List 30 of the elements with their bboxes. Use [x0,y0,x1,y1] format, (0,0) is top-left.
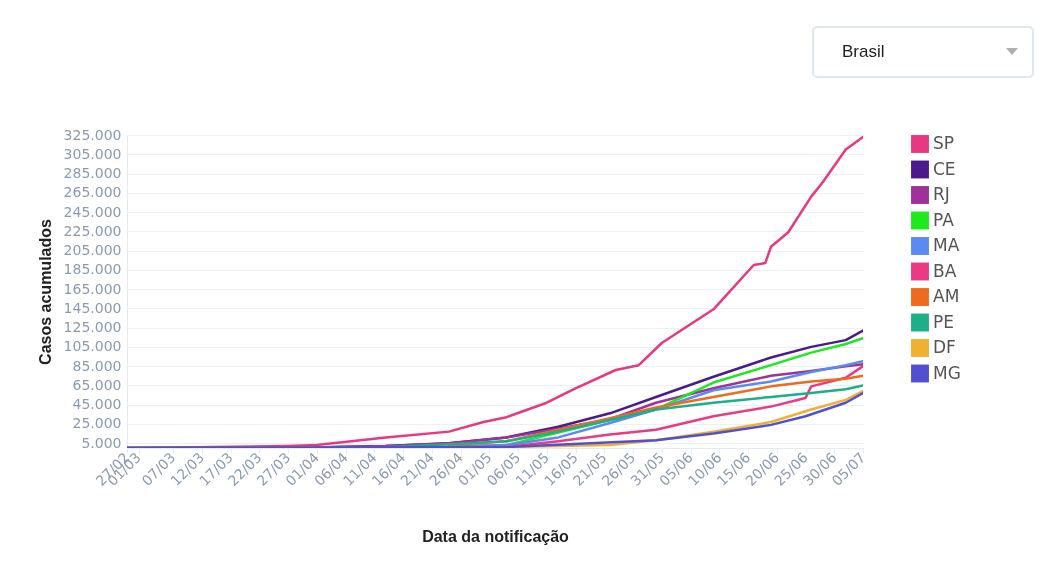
y-tick-label: 125.000 [63,319,122,336]
y-tick-label: 165.000 [63,280,122,297]
legend-label: PA [933,209,955,230]
legend-label: AM [933,286,960,306]
y-tick-label: 25.000 [72,415,122,432]
legend-label: DF [933,337,956,357]
legend-label: CE [933,158,956,179]
y-tick-label: 245.000 [63,203,122,220]
y-tick-label: 105.000 [63,338,122,355]
y-axis-title: Casos acumulados [36,218,54,365]
y-tick-label: 65.000 [72,376,122,393]
y-tick-label: 45.000 [72,396,122,413]
legend-label: RJ [933,184,950,204]
y-tick-label: 145.000 [63,299,122,316]
legend-label: MA [933,235,960,255]
y-tick-label: 285.000 [63,165,122,182]
y-tick-label: 205.000 [63,242,122,259]
y-tick-label: 185.000 [63,261,122,278]
y-tick-label: 85.000 [72,357,122,374]
legend-label: BA [933,260,957,281]
y-tick-label: 305.000 [63,145,122,162]
dropdown-field: Brasil [812,26,1034,78]
y-tick-label: 5.000 [81,434,122,451]
x-axis-title: Data da notificação [422,527,570,545]
y-tick-label: 265.000 [63,184,122,201]
legend-label: PE [933,311,954,332]
y-tick-label: 225.000 [63,222,122,239]
y-tick-label: 325.000 [63,126,122,143]
legend-label: MG [933,362,961,383]
legend-label: SP [933,133,955,153]
